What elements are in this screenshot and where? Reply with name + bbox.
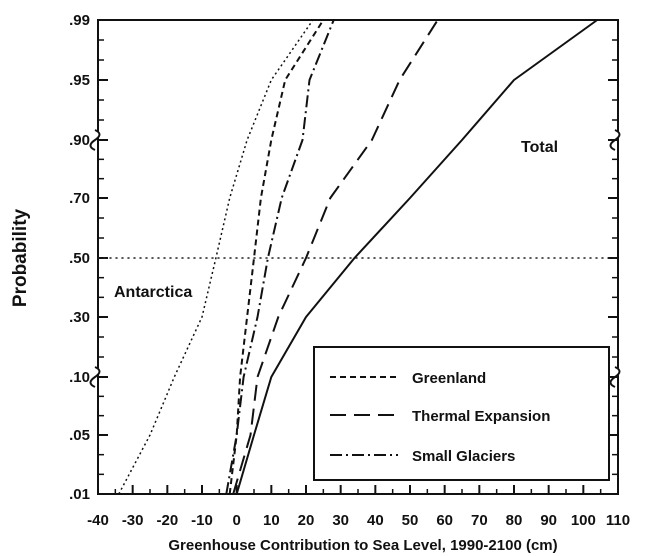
axis-break-mark	[89, 366, 101, 388]
legend-label-thermal-expansion: Thermal Expansion	[412, 408, 550, 425]
series-line-small-glaciers	[225, 19, 335, 495]
x-tick-label: -20	[156, 512, 178, 529]
x-tick-label: -10	[191, 512, 213, 529]
annotation-total: Total	[521, 139, 558, 156]
x-tick-label: 60	[436, 512, 453, 529]
series-line-total	[235, 19, 598, 495]
x-tick-label: 90	[540, 512, 557, 529]
axis-break-mark	[89, 129, 101, 151]
x-tick-label: 50	[402, 512, 419, 529]
x-tick-label: 80	[506, 512, 523, 529]
legend-box	[313, 346, 610, 481]
series-line-thermal-expansion	[232, 19, 439, 495]
x-tick-label: 40	[367, 512, 384, 529]
annotation-antarctica: Antarctica	[114, 284, 192, 301]
series-line-greenland	[228, 19, 325, 495]
x-tick-label: 20	[298, 512, 315, 529]
y-tick-label: .10	[69, 369, 90, 386]
axis-break-mark	[609, 366, 621, 388]
x-tick-label: 110	[606, 512, 630, 529]
y-tick-label: .05	[69, 427, 90, 444]
y-axis-title: Probability	[10, 208, 31, 307]
x-tick-label: 10	[263, 512, 280, 529]
legend-label-greenland: Greenland	[412, 370, 486, 387]
y-tick-label: .30	[69, 309, 90, 326]
legend-label-small-glaciers: Small Glaciers	[412, 448, 515, 465]
x-tick-label: 30	[332, 512, 349, 529]
y-tick-label: .50	[69, 250, 90, 267]
y-tick-label: .95	[69, 72, 90, 89]
series-line-antarctica	[118, 19, 314, 495]
y-tick-label: .90	[69, 132, 90, 149]
legend: Greenland Thermal Expansion Small Glacie…	[313, 346, 610, 481]
x-tick-label: -30	[122, 512, 144, 529]
y-tick-label: .01	[69, 486, 90, 503]
x-tick-label: 70	[471, 512, 488, 529]
x-tick-label: 100	[571, 512, 596, 529]
x-tick-label: -40	[87, 512, 109, 529]
series-group	[118, 19, 598, 495]
y-tick-label: .70	[69, 190, 90, 207]
x-axis-title: Greenhouse Contribution to Sea Level, 19…	[168, 537, 557, 554]
axes-group: -40 -30 -20 -10 0 10 20 30 40 50 60 70 80 90 100 110 .01…	[69, 12, 630, 529]
axis-break-mark	[609, 129, 621, 151]
y-tick-label: .99	[69, 12, 90, 29]
x-tick-label: 0	[232, 512, 240, 529]
